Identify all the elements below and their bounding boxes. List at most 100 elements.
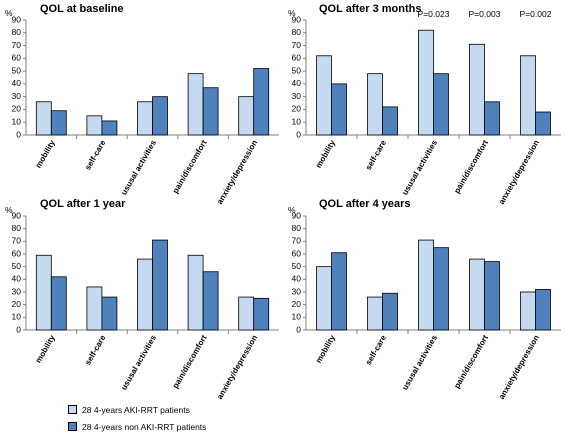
y-tick-label: 50 (292, 261, 302, 271)
bar-aki-rrt (238, 296, 255, 331)
y-tick-label: 0 (16, 324, 21, 334)
x-tick-label: pain/discomfort (171, 138, 209, 195)
bar-non-aki-rrt (484, 101, 500, 136)
y-tick-label: 0 (296, 324, 301, 334)
y-tick-label: 90 (12, 210, 22, 220)
x-tick-label: self-care (364, 333, 389, 366)
y-tick-label: 30 (12, 91, 22, 101)
p-value-annotation: P=0.023 (418, 9, 450, 19)
y-tick-label: 20 (12, 104, 22, 114)
bar-non-aki-rrt (253, 297, 270, 331)
y-tick-label: 40 (292, 78, 302, 88)
x-tick-label: self-care (83, 333, 108, 366)
bar-aki-rrt (316, 55, 332, 136)
chart-title: QOL at baseline (40, 3, 124, 15)
bar-non-aki-rrt (535, 289, 551, 331)
chart-title: QOL after 3 months (319, 3, 421, 15)
bar-aki-rrt (367, 296, 383, 331)
bar-aki-rrt (86, 286, 103, 331)
bar-non-aki-rrt (202, 271, 219, 331)
chart-panel-3: QOL after 1 year% 0 10 20 30 40 50 60 70 80 90 mobi… (5, 198, 279, 401)
legend-item-non-aki-rrt: 28 4-years non AKI-RRT patients (68, 419, 308, 434)
x-tick-label: self-care (364, 138, 389, 171)
x-tick-label: ususal activities (400, 333, 439, 392)
y-tick-label: 50 (292, 65, 302, 75)
y-tick-label: 40 (12, 274, 22, 284)
y-tick-label: 60 (292, 248, 302, 258)
bar-aki-rrt (137, 258, 153, 331)
x-tick-label: pain/discomfort (452, 138, 490, 195)
bar-aki-rrt (367, 73, 383, 136)
y-axis-label: % (5, 8, 13, 18)
y-tick-label: 30 (292, 286, 302, 296)
p-value-annotation: P=0.003 (469, 9, 501, 19)
bar-non-aki-rrt (50, 276, 67, 331)
p-value-annotation: P=0.002 (520, 9, 552, 19)
legend-item-aki-rrt: 28 4-years AKI-RRT patients (68, 402, 308, 417)
bar-non-aki-rrt (50, 110, 67, 136)
y-tick-label: 30 (292, 91, 302, 101)
bar-aki-rrt (418, 29, 434, 136)
y-tick-label: 80 (12, 27, 22, 37)
y-tick-label: 90 (292, 14, 302, 24)
bar-aki-rrt (86, 115, 103, 136)
bar-aki-rrt (418, 239, 434, 331)
y-tick-label: 10 (292, 312, 302, 322)
bar-non-aki-rrt (331, 252, 347, 331)
y-tick-label: 70 (12, 40, 22, 50)
y-tick-label: 10 (12, 116, 22, 126)
bar-non-aki-rrt (101, 120, 118, 136)
bar-aki-rrt (35, 254, 52, 331)
chart-panel-2: QOL after 3 months% 0 10 20 30 40 50 60 70 80 90 mo… (288, 3, 561, 206)
x-tick-label: mobility (314, 138, 337, 170)
bar-aki-rrt (520, 291, 536, 331)
y-tick-label: 60 (292, 53, 302, 63)
y-tick-label: 50 (12, 65, 22, 75)
bar-non-aki-rrt (433, 73, 449, 136)
y-tick-label: 30 (12, 286, 22, 296)
y-tick-label: 20 (292, 299, 302, 309)
chart-title: QOL after 4 years (319, 198, 411, 210)
bar-aki-rrt (316, 266, 332, 331)
x-tick-label: mobility (34, 333, 57, 365)
y-tick-label: 10 (292, 116, 302, 126)
y-tick-label: 20 (12, 299, 22, 309)
bar-aki-rrt (35, 101, 52, 136)
bar-non-aki-rrt (331, 83, 347, 136)
bar-aki-rrt (469, 258, 485, 331)
y-tick-label: 20 (292, 104, 302, 114)
y-tick-label: 70 (292, 40, 302, 50)
y-tick-label: 50 (12, 261, 22, 271)
x-tick-label: mobility (34, 138, 57, 170)
x-tick-label: ususal activities (119, 138, 158, 197)
bar-non-aki-rrt (152, 239, 168, 331)
y-tick-label: 0 (16, 129, 21, 139)
bar-aki-rrt (238, 96, 255, 136)
bar-non-aki-rrt (152, 96, 168, 136)
y-tick-label: 80 (292, 223, 302, 233)
bar-non-aki-rrt (433, 247, 449, 331)
bar-non-aki-rrt (253, 68, 270, 136)
y-tick-label: 10 (12, 312, 22, 322)
chart-title: QOL after 1 year (40, 198, 126, 210)
bar-aki-rrt (187, 73, 204, 136)
x-tick-label: anxiety/depression (215, 333, 259, 400)
x-tick-label: ususal activities (400, 138, 439, 197)
chart-panel-1: QOL at baseline% 0 10 20 30 40 50 60 70 80 90 mobil… (5, 3, 279, 206)
legend-label-aki-rrt: 28 4-years AKI-RRT patients (82, 404, 190, 415)
bar-aki-rrt (520, 55, 536, 136)
bar-non-aki-rrt (202, 87, 219, 136)
y-tick-label: 40 (12, 78, 22, 88)
legend-swatch-aki-rrt (68, 405, 77, 414)
x-tick-label: pain/discomfort (171, 333, 209, 390)
x-tick-label: mobility (314, 333, 337, 365)
y-tick-label: 0 (296, 129, 301, 139)
y-tick-label: 90 (12, 14, 22, 24)
y-axis-label: % (5, 205, 13, 215)
chart-panel-4: QOL after 4 years% 0 10 20 30 40 50 60 70 80 90 mob… (288, 198, 561, 401)
y-axis-label: % (288, 8, 296, 18)
bar-non-aki-rrt (535, 111, 551, 136)
y-tick-label: 60 (12, 53, 22, 63)
bar-aki-rrt (187, 254, 204, 331)
